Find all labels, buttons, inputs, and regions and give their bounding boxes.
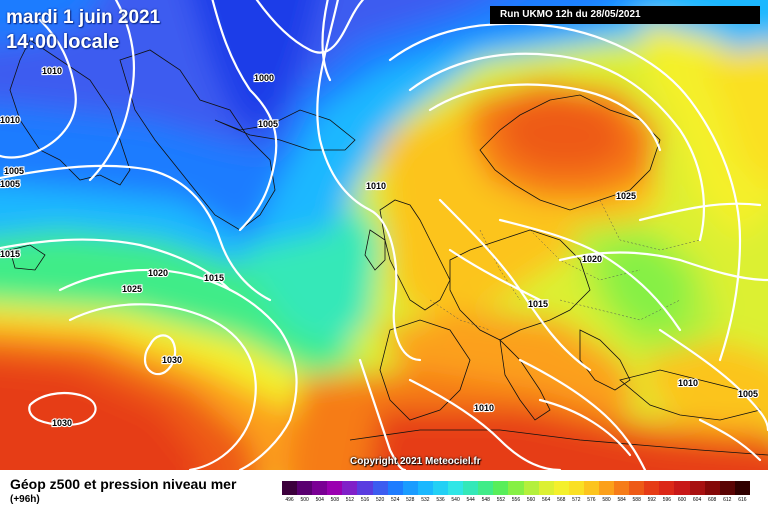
legend-swatch [538,481,554,495]
copyright-notice: Copyright 2021 Meteociel.fr [350,456,481,467]
isobar-label: 1000 [254,73,274,83]
isobar-label: 1005 [738,389,758,399]
legend-tick-label: 556 [511,497,521,503]
isobar-label: 1025 [122,284,142,294]
isobar-label: 1010 [0,115,20,125]
legend-swatch [432,481,449,495]
isobar-label: 1025 [616,191,636,201]
isobar-label: 1010 [366,181,386,191]
geopotential-pressure-map: 1010 1000 1005 1010 1005 1010 1015 1020 … [0,0,768,470]
legend-tick-label: 504 [315,497,324,503]
legend-swatch [659,481,675,495]
legend-tick-label: 532 [421,497,430,503]
map-footer: Géop z500 et pression niveau mer (+96h) … [0,470,768,512]
legend-swatch [568,481,584,495]
legend-tick-label: 516 [360,497,370,503]
legend-tick-label: 608 [708,497,717,503]
legend-swatch [327,481,343,495]
legend-tick-label: 588 [632,497,641,503]
legend-swatch [583,481,599,495]
legend-swatch [644,481,660,495]
color-scale-legend: 496 500 504 508 512 516 520 524 528 532 536 540 544 5… [282,481,750,509]
legend-swatch [387,481,403,495]
coastlines [9,39,768,456]
legend-tick-label: 512 [345,497,355,503]
legend-swatch [523,481,539,495]
legend-swatch [372,481,388,495]
legend-tick-label: 592 [647,497,656,503]
legend-swatch [598,481,615,495]
isobar-label: 1015 [204,273,224,283]
legend-swatch [417,481,433,495]
legend-swatch [734,481,750,495]
legend-swatch [493,481,509,495]
legend-swatch [342,481,358,495]
legend-tick-label: 600 [677,497,687,503]
isobar-label: 1005 [0,179,20,189]
isobar-label: 1015 [0,249,20,259]
legend-tick-label: 528 [406,497,415,503]
legend-swatch [297,481,313,495]
legend-swatch [614,481,630,495]
legend-tick-label: 520 [375,497,385,503]
legend-color-bar [282,481,750,495]
legend-swatch [282,481,298,495]
legend-tick-label: 568 [557,497,566,503]
legend-tick-label: 572 [572,497,581,503]
legend-swatch [674,481,690,495]
legend-swatch [478,481,494,495]
legend-tick-label: 524 [391,497,400,503]
legend-tick-label: 584 [617,497,626,503]
legend-tick-label: 548 [481,497,490,503]
forecast-map: 1010 1000 1005 1010 1005 1010 1015 1020 … [0,0,768,470]
legend-tick-label: 576 [587,497,596,503]
legend-tick-label: 596 [662,497,672,503]
legend-tick-label: 500 [300,497,309,503]
isobar-label: 1010 [42,66,62,76]
legend-tick-label: 496 [285,497,294,503]
isobar-label: 1030 [52,418,72,428]
legend-tick-label: 580 [602,497,611,503]
legend-tick-label: 612 [723,497,732,503]
isobar-label: 1010 [678,378,698,388]
borders [429,199,701,331]
map-product-title: Géop z500 et pression niveau mer [10,476,237,492]
legend-tick-label: 604 [692,497,702,503]
isobar-label: 1010 [474,403,494,413]
isobar-label: 1005 [258,119,278,129]
model-run-info: Run UKMO 12h du 28/05/2021 [490,6,760,24]
legend-tick-label: 552 [496,497,506,503]
legend-swatch [553,481,569,495]
legend-swatch [463,481,479,495]
isobars [0,0,768,470]
legend-swatch [689,481,705,495]
legend-tick-label: 508 [330,497,339,503]
legend-swatch [357,481,373,495]
legend-swatch [508,481,524,495]
legend-tick-label: 560 [526,497,536,503]
isobar-label: 1020 [582,254,602,264]
legend-tick-labels: 496 500 504 508 512 516 520 524 528 532 536 540 544 5… [282,497,750,509]
isobar-labels: 1010 1000 1005 1010 1005 1010 1015 1020 … [0,65,759,429]
legend-swatch [312,481,328,495]
legend-tick-label: 536 [436,497,445,503]
legend-swatch [704,481,720,495]
legend-tick-label: 564 [541,497,551,503]
legend-tick-label: 544 [466,497,475,503]
legend-swatch [719,481,735,495]
forecast-local-time: 14:00 locale [6,31,120,53]
legend-swatch [629,481,645,495]
isobar-label: 1005 [4,166,24,176]
legend-swatch [448,481,464,495]
isobar-label: 1030 [162,355,182,365]
legend-tick-label: 540 [451,497,460,503]
legend-tick-label: 616 [738,497,747,503]
forecast-date: mardi 1 juin 2021 [6,7,161,28]
legend-swatch [402,481,418,495]
isobar-label: 1020 [148,268,168,278]
forecast-lead-time: (+96h) [10,494,40,505]
isobar-label: 1015 [528,299,548,309]
